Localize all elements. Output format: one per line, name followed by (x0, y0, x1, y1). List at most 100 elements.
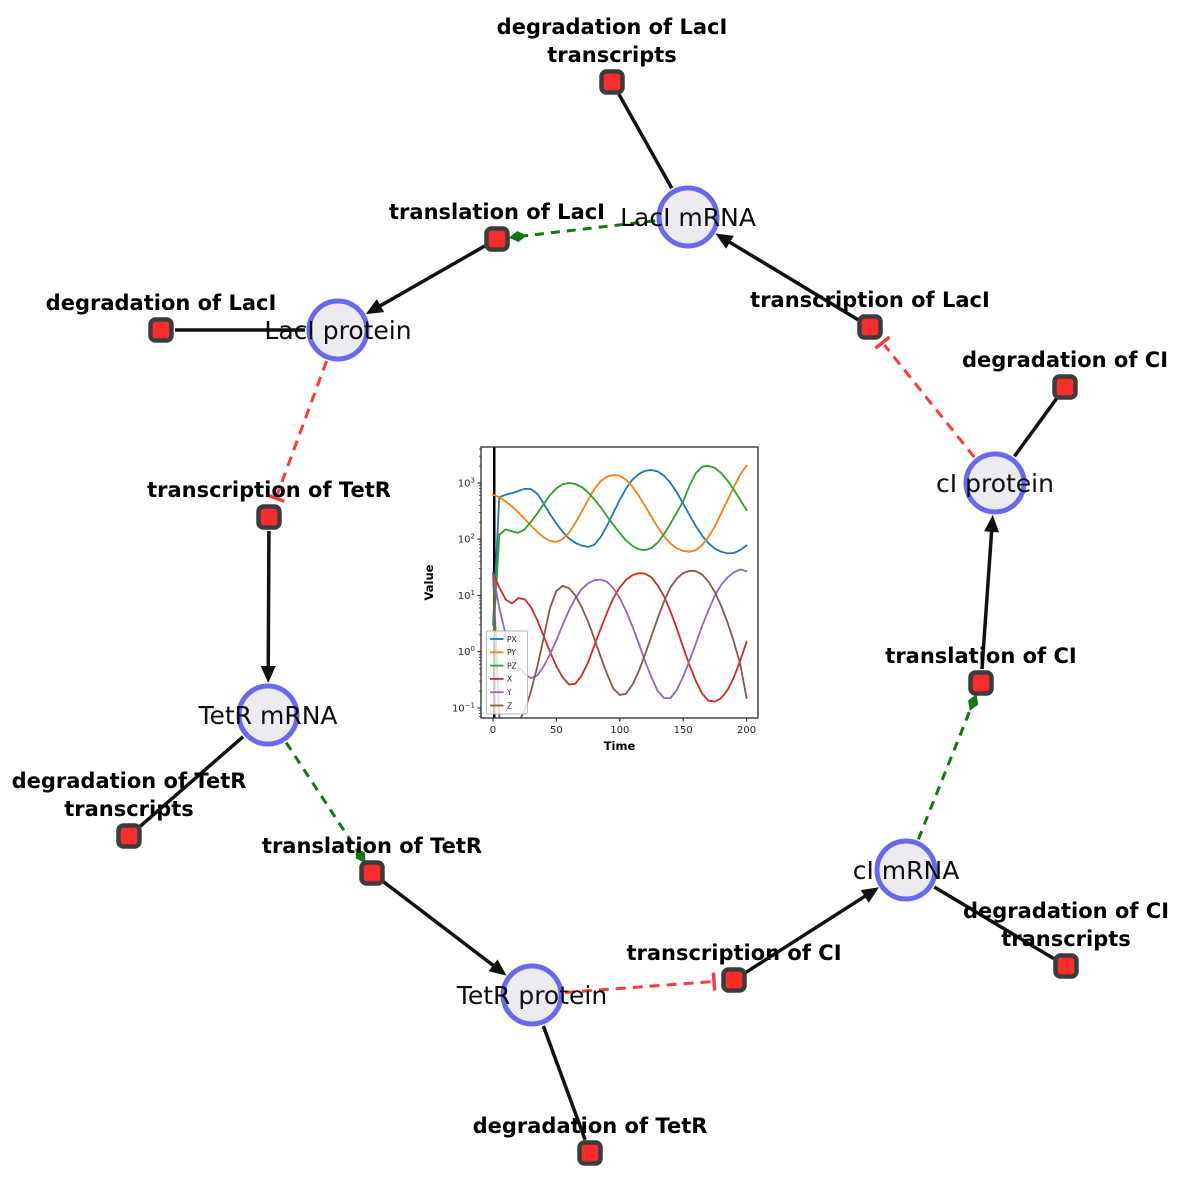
legend-label-PX: PX (507, 635, 517, 644)
y-tick-label: 100 (458, 645, 475, 658)
edge-ci-mrna-to-degradation-of-ci-transcripts (933, 885, 1055, 961)
inhibition-tbar-icon (266, 493, 285, 503)
legend-label-X: X (507, 675, 512, 684)
inhibition-tbar-icon (711, 972, 717, 991)
edges-layer (138, 93, 1059, 1141)
diamond-arrowhead-icon (968, 694, 979, 711)
edge-laci-protein-to-transcription-of-tetr (275, 360, 328, 496)
reaction-label-line: transcripts (64, 797, 194, 821)
series-line-X (492, 572, 748, 703)
reaction-node-degradation-of-tetr (577, 1140, 603, 1166)
reaction-label-degradation-of-tetr-transcripts: degradation of TetR transcripts (12, 769, 247, 821)
species-node-laci-protein (306, 298, 370, 362)
y-tick-label: 103 (458, 476, 475, 489)
reaction-label-line: degradation of LacI (46, 291, 277, 315)
legend-label-Z: Z (507, 701, 512, 710)
series-line-Z (492, 569, 748, 718)
species-node-tetr-mrna (236, 683, 300, 747)
arrowhead-icon (860, 887, 880, 903)
reaction-label-line: degradation of TetR (12, 769, 247, 793)
edge-ci-protein-to-degradation-of-ci (1013, 397, 1059, 458)
diamond-arrowhead-icon (355, 847, 366, 863)
reaction-label-line: degradation of CI (962, 348, 1168, 372)
reaction-label-degradation-of-ci-transcripts: degradation of CI transcripts (963, 899, 1169, 951)
reaction-label-translation-of-laci: translation of LacI (389, 200, 605, 224)
reaction-label-transcription-of-ci: transcription of CI (626, 941, 841, 965)
arrowhead-icon (260, 665, 276, 684)
x-tick-label: 100 (610, 725, 629, 736)
edge-translation-of-ci-to-ci-protein (980, 529, 994, 670)
y-tick-label: 101 (458, 589, 475, 602)
reaction-node-transcription-of-ci (721, 967, 747, 993)
reaction-label-line: degradation of TetR (473, 1114, 708, 1138)
species-node-tetr-protein (500, 963, 564, 1027)
reaction-label-degradation-of-laci-transcripts: degradation of LacI transcripts (497, 15, 728, 67)
reaction-label-translation-of-ci: translation of CI (885, 644, 1076, 668)
reaction-node-translation-of-ci (968, 670, 994, 696)
edge-laci-mrna-to-degradation-of-laci-transcripts (617, 93, 674, 190)
inhibition-tbar-icon (874, 335, 891, 350)
nodes-layer (116, 69, 1079, 1166)
edge-translation-of-laci-to-laci-protein (377, 244, 486, 309)
y-tick-exponent: 3 (471, 476, 475, 484)
reaction-label-line: transcription of CI (626, 941, 841, 965)
y-tick-exponent: 1 (471, 589, 475, 597)
edge-transcription-of-tetr-to-tetr-mrna (266, 530, 271, 669)
reaction-node-transcription-of-tetr (256, 504, 282, 530)
species-node-ci-mrna (874, 838, 938, 902)
species-node-ci-protein (963, 451, 1027, 515)
x-axis-label: Time (604, 739, 636, 753)
y-tick-base: 10 (458, 647, 471, 658)
series-line-PZ (492, 464, 748, 643)
edge-transcription-of-laci-to-laci-mrna (727, 239, 859, 322)
reaction-label-transcription-of-tetr: transcription of TetR (147, 478, 391, 502)
y-tick-base: 10 (452, 703, 465, 714)
arrowhead-icon (488, 959, 507, 976)
reaction-node-degradation-of-tetr-transcripts (116, 823, 142, 849)
diamond-arrowhead-icon (508, 231, 527, 243)
reaction-node-transcription-of-laci (857, 314, 883, 340)
reaction-node-degradation-of-ci-transcripts (1053, 953, 1079, 979)
species-label-ci-protein: cI protein (936, 469, 1054, 498)
reaction-label-line: translation of LacI (389, 200, 605, 224)
y-tick-label: 102 (458, 533, 475, 546)
y-tick-exponent: 2 (471, 533, 475, 541)
reaction-label-line: transcription of TetR (147, 478, 391, 502)
reaction-label-line: degradation of CI (963, 899, 1169, 923)
species-label-laci-mrna: LacI mRNA (620, 203, 756, 232)
edge-tetr-protein-to-degradation-of-tetr (541, 1025, 587, 1141)
reaction-label-degradation-of-tetr: degradation of TetR (473, 1114, 708, 1138)
y-tick-base: 10 (458, 478, 471, 489)
y-tick-label: 10−1 (452, 701, 475, 714)
reaction-label-line: translation of CI (885, 644, 1076, 668)
reaction-label-line: transcripts (547, 43, 677, 67)
edge-laci-mrna-to-translation-of-laci (524, 219, 656, 238)
series-line-PX (492, 469, 748, 626)
y-tick-base: 10 (458, 591, 471, 602)
x-tick-label: 50 (550, 725, 563, 736)
series-line-PY (492, 464, 748, 553)
reaction-node-degradation-of-ci (1052, 374, 1078, 400)
arrowhead-icon (715, 233, 734, 249)
edge-translation-of-tetr-to-tetr-protein (382, 880, 496, 968)
reaction-label-line: transcripts (1001, 927, 1131, 951)
x-tick-label: 150 (674, 725, 693, 736)
reaction-label-line: transcription of LacI (750, 288, 990, 312)
arrowhead-icon (984, 514, 1000, 533)
edge-ci-protein-to-transcription-of-laci (883, 344, 976, 459)
reaction-node-translation-of-tetr (359, 860, 385, 886)
arrowhead-icon (365, 299, 385, 315)
reaction-label-degradation-of-laci: degradation of LacI (46, 291, 277, 315)
legend-label-Y: Y (506, 688, 512, 697)
y-tick-exponent: 0 (471, 645, 475, 653)
reaction-node-degradation-of-laci (148, 317, 174, 343)
legend-label-PY: PY (507, 648, 516, 657)
y-tick-exponent: −1 (465, 701, 475, 709)
reaction-label-line: degradation of LacI (497, 15, 728, 39)
edge-tetr-mrna-to-degradation-of-tetr-transcripts (138, 735, 245, 829)
edge-transcription-of-ci-to-ci-mrna (744, 893, 868, 974)
species-label-ci-mrna: cI mRNA (853, 856, 960, 885)
y-tick-base: 10 (458, 535, 471, 546)
